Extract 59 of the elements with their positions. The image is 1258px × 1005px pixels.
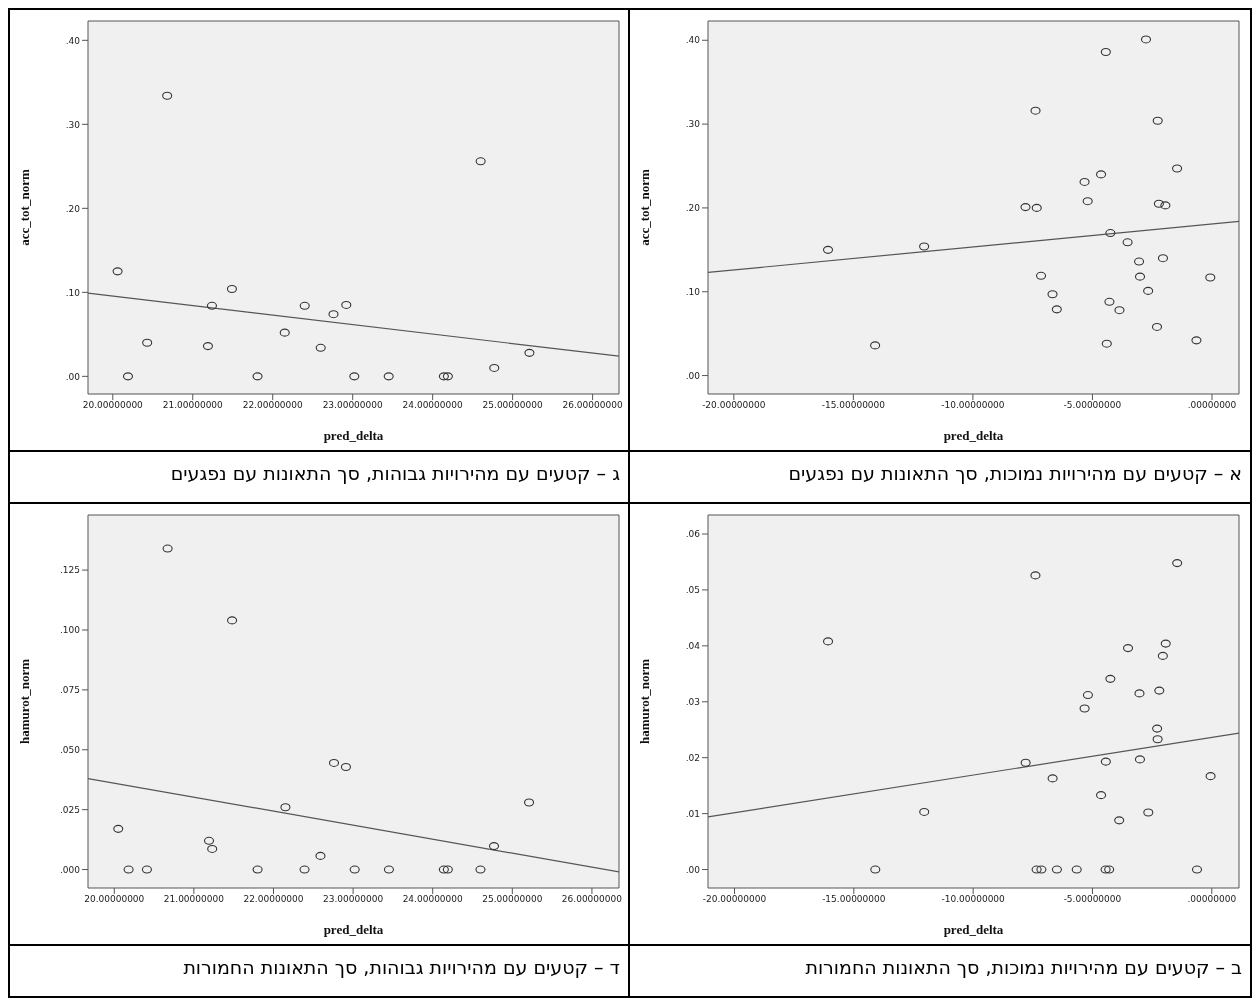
x-tick-label: 26.00000000 (561, 894, 623, 905)
y-tick-label: .03 (685, 696, 700, 707)
x-tick-label: 20.00000000 (82, 400, 144, 411)
text: ב – קטעים עם מהירויות נמוכות, סך התאונות החמורות (630, 944, 1250, 996)
y-tick-label: .00 (685, 370, 701, 381)
y-tick-label: .050 (59, 744, 81, 755)
x-axis-title: pred_delta (943, 922, 1004, 937)
text: ד – קטעים עם מהירויות גבוהות, סך התאונות החמורות (10, 944, 628, 996)
x-tick-label: -20.00000000 (702, 400, 766, 411)
x-tick-label: 21.00000000 (162, 400, 224, 411)
x-tick-label: 22.00000000 (242, 400, 304, 411)
x-tick-label: 26.00000000 (562, 400, 623, 411)
y-tick-label: .05 (685, 585, 700, 596)
text: א – קטעים עם מהירויות נמוכות, סך התאונות עם נפגעים (630, 450, 1250, 502)
y-tick-label: .02 (685, 752, 700, 763)
y-tick-label: .025 (59, 804, 80, 815)
y-tick-label: .40 (685, 35, 701, 46)
x-tick-label: 25.00000000 (482, 400, 543, 411)
y-axis-title: acc_tot_norm (16, 169, 32, 246)
y-axis-title: acc_tot_norm (636, 169, 652, 246)
x-tick-label: 25.00000000 (482, 894, 543, 905)
y-tick-label: .30 (65, 119, 81, 130)
y-tick-label: .04 (685, 641, 701, 652)
y-tick-label: .01 (685, 808, 700, 819)
x-axis-title: pred_delta (943, 428, 1004, 443)
y-tick-label: .06 (685, 529, 701, 540)
y-tick-label: .10 (65, 287, 81, 298)
y-tick-label: .125 (59, 565, 80, 576)
x-tick-label: -10.00000000 (941, 400, 1005, 411)
x-tick-label: 23.00000000 (322, 400, 384, 411)
y-axis-title: hamurot_norm (636, 658, 652, 744)
y-tick-label: .20 (65, 203, 81, 214)
x-axis-title: pred_delta (323, 922, 384, 937)
x-tick-label: -15.00000000 (822, 894, 886, 905)
x-axis-title: pred_delta (323, 428, 384, 443)
x-tick-label: 20.00000000 (84, 894, 145, 905)
x-tick-label: -5.00000000 (1063, 400, 1122, 411)
x-tick-label: -15.00000000 (821, 400, 886, 411)
y-tick-label: .100 (59, 625, 81, 636)
text: ג – קטעים עם מהירויות גבוהות, סך התאונות עם נפגעים (10, 450, 628, 502)
y-tick-label: .30 (685, 119, 701, 130)
y-tick-label: .20 (685, 203, 701, 214)
x-tick-label: 24.00000000 (402, 400, 463, 411)
x-tick-label: 21.00000000 (163, 894, 225, 905)
y-tick-label: .40 (65, 35, 81, 46)
x-tick-label: 23.00000000 (323, 894, 384, 905)
y-tick-label: .00 (685, 864, 701, 875)
y-axis-title: hamurot_norm (16, 658, 32, 744)
x-tick-label: 22.00000000 (243, 894, 304, 905)
x-tick-label: 24.00000000 (402, 894, 464, 905)
x-tick-label: .00000000 (1187, 894, 1237, 905)
x-tick-label: -10.00000000 (941, 894, 1006, 905)
y-tick-label: .000 (59, 864, 81, 875)
y-tick-label: .10 (685, 286, 701, 297)
x-tick-label: .00000000 (1187, 400, 1237, 411)
y-tick-label: .075 (59, 685, 80, 696)
x-tick-label: -20.00000000 (702, 894, 767, 905)
y-tick-label: .00 (65, 371, 81, 382)
x-tick-label: -5.00000000 (1063, 894, 1122, 905)
